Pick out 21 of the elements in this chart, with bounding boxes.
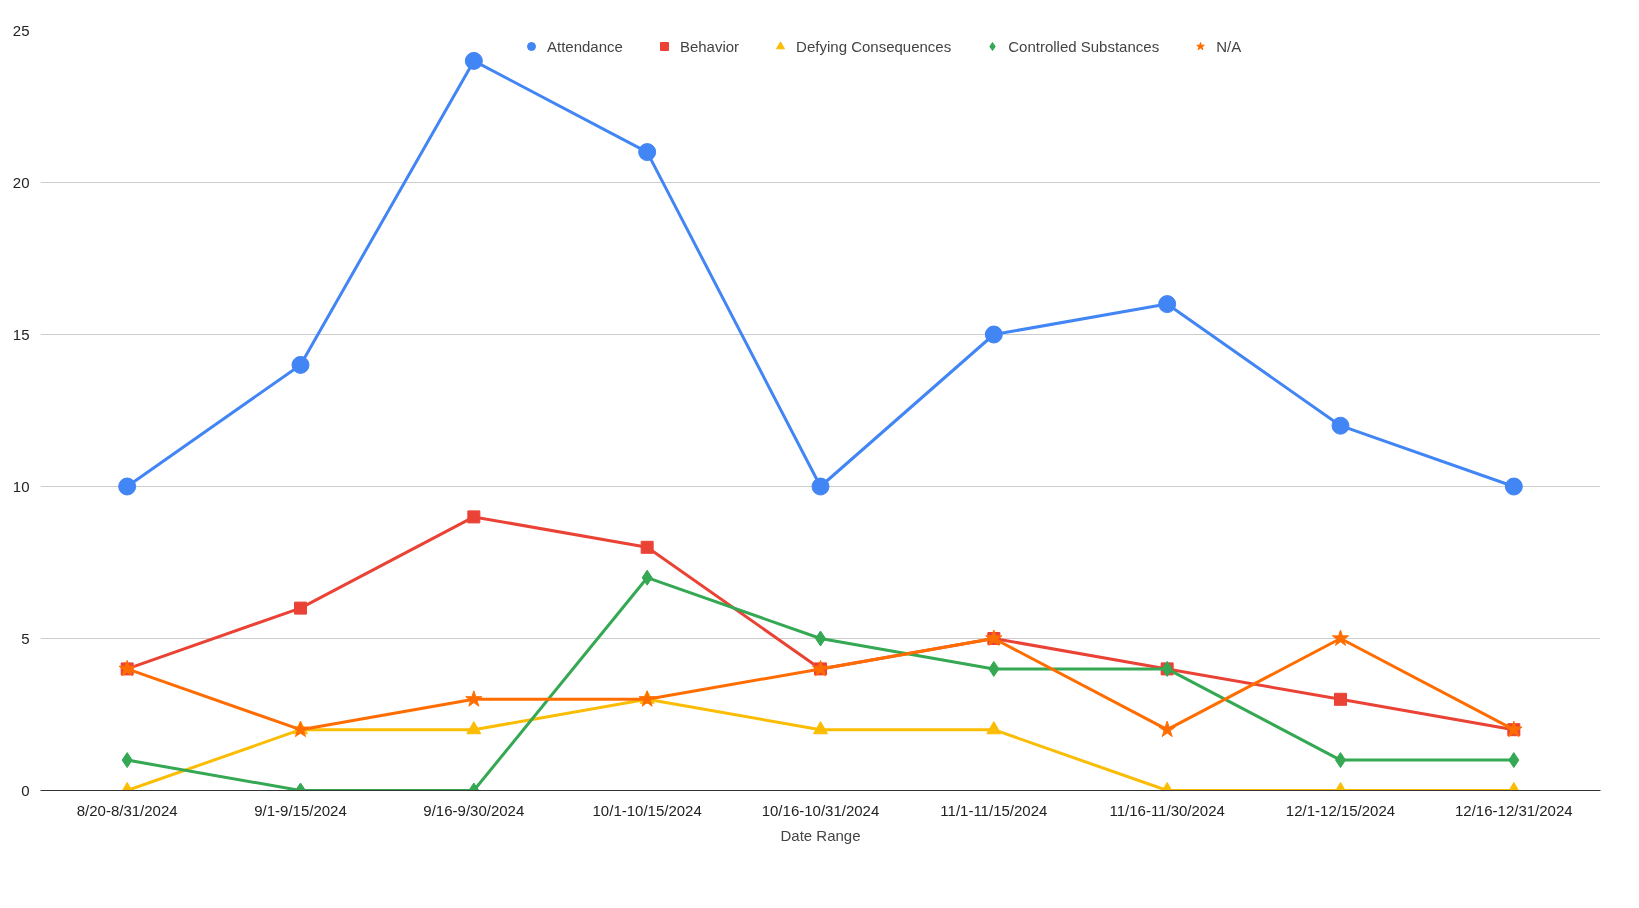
x-tick-label: 9/1-9/15/2024: [254, 801, 347, 819]
x-tick-label: 11/1-11/15/2024: [940, 801, 1048, 819]
x-tick-label: 12/16-12/31/2024: [1455, 801, 1573, 819]
x-tick-label: 10/16-10/31/2024: [761, 801, 880, 819]
x-tick-label: 11/16-11/30/2024: [1109, 801, 1225, 819]
legend-label: N/A: [1216, 37, 1242, 55]
y-tick-label: 10: [12, 477, 30, 495]
y-tick-label: 0: [21, 781, 30, 799]
y-tick-label: 25: [12, 21, 30, 39]
legend-label: Controlled Substances: [1008, 37, 1160, 55]
y-tick-label: 15: [12, 325, 30, 343]
x-axis-title: Date Range: [780, 826, 861, 844]
y-tick-label: 5: [21, 629, 30, 647]
x-tick-label: 10/1-10/15/2024: [592, 801, 702, 819]
legend-label: Defying Consequences: [796, 37, 952, 55]
y-tick-label: 20: [12, 173, 30, 191]
x-tick-label: 9/16-9/30/2024: [423, 801, 525, 819]
legend-label: Attendance: [547, 37, 623, 55]
x-tick-label: 8/20-8/31/2024: [76, 801, 178, 819]
x-tick-label: 12/1-12/15/2024: [1285, 801, 1396, 819]
legend-label: Behavior: [679, 37, 740, 55]
